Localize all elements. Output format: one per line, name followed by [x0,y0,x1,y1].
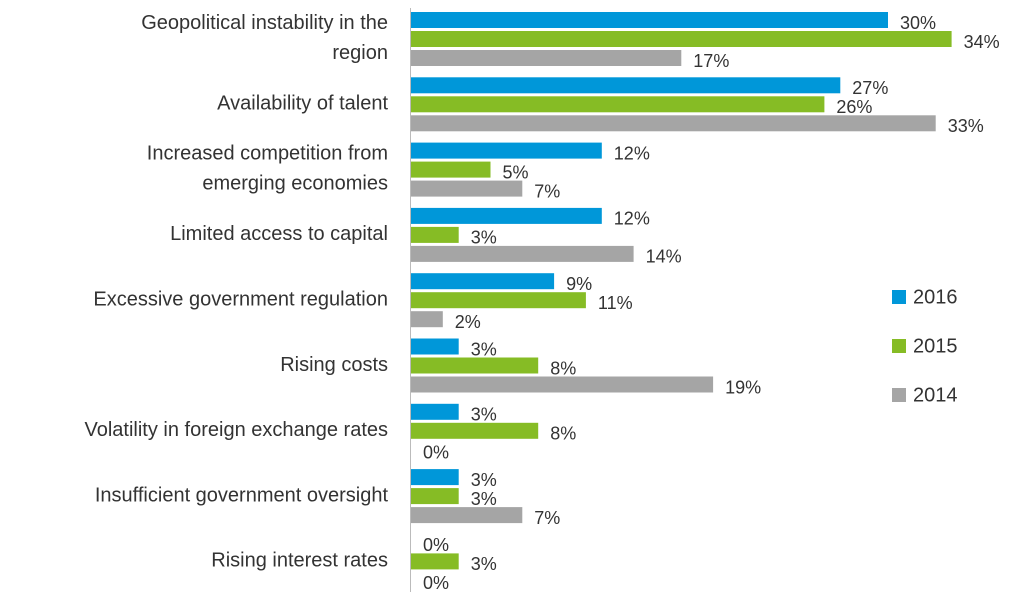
value-label: 3% [471,554,497,574]
value-label: 2% [455,312,481,332]
bar [411,77,841,94]
bar [411,469,459,486]
value-label: 8% [550,358,576,378]
category-label: Increased competition from emerging econo… [147,143,388,195]
value-label: 12% [614,143,650,163]
legend-label: 2015 [913,335,958,357]
bar [411,12,888,28]
value-label: 9% [566,274,592,294]
category-label: Insufficient government oversight [95,484,389,506]
value-label: 0% [423,443,449,463]
bar [411,507,523,524]
category-label: Excessive government regulation [93,288,388,310]
bar [411,50,682,66]
value-label: 0% [423,573,449,592]
value-label: 34% [964,32,1000,52]
value-label: 14% [646,247,682,267]
value-label: 7% [534,508,560,528]
bar [411,31,952,47]
category-label: Availability of talent [217,93,388,115]
value-label: 27% [852,78,888,98]
bar [411,273,555,290]
legend-label: 2014 [913,384,958,406]
bar [411,553,459,570]
category-label: Rising costs [280,354,388,376]
category-label: Limited access to capital [170,223,388,245]
legend-label: 2016 [913,286,958,308]
value-label: 3% [471,405,497,425]
bar [411,422,539,439]
value-label: 30% [900,13,936,33]
value-label: 17% [693,51,729,71]
value-label: 3% [471,470,497,490]
bar [411,115,936,132]
legend-swatch [892,290,906,304]
bar [411,338,459,355]
value-label: 3% [471,228,497,248]
bar [411,488,459,505]
bar [411,180,523,197]
bar [411,292,586,309]
bar [411,403,459,420]
value-label: 8% [550,424,576,444]
category-label: Volatility in foreign exchange rates [84,419,388,441]
bar [411,226,459,243]
value-label: 12% [614,209,650,229]
value-label: 11% [598,293,633,313]
bar [411,245,634,262]
bar [411,207,602,224]
category-label: Geopolitical instability in the region [141,12,388,64]
value-label: 19% [725,377,761,397]
legend-swatch [892,339,906,353]
value-label: 26% [836,97,872,117]
bar [411,376,714,393]
category-label: Rising interest rates [211,550,388,572]
value-label: 5% [503,162,529,182]
value-label: 7% [534,181,560,201]
bar [411,96,825,113]
bar [411,357,539,374]
value-label: 3% [471,339,497,359]
bar [411,142,602,159]
bar [411,311,443,328]
legend-swatch [892,388,906,402]
bar [411,161,491,178]
value-label: 33% [948,116,984,136]
value-label: 0% [423,535,449,555]
value-label: 3% [471,489,497,509]
